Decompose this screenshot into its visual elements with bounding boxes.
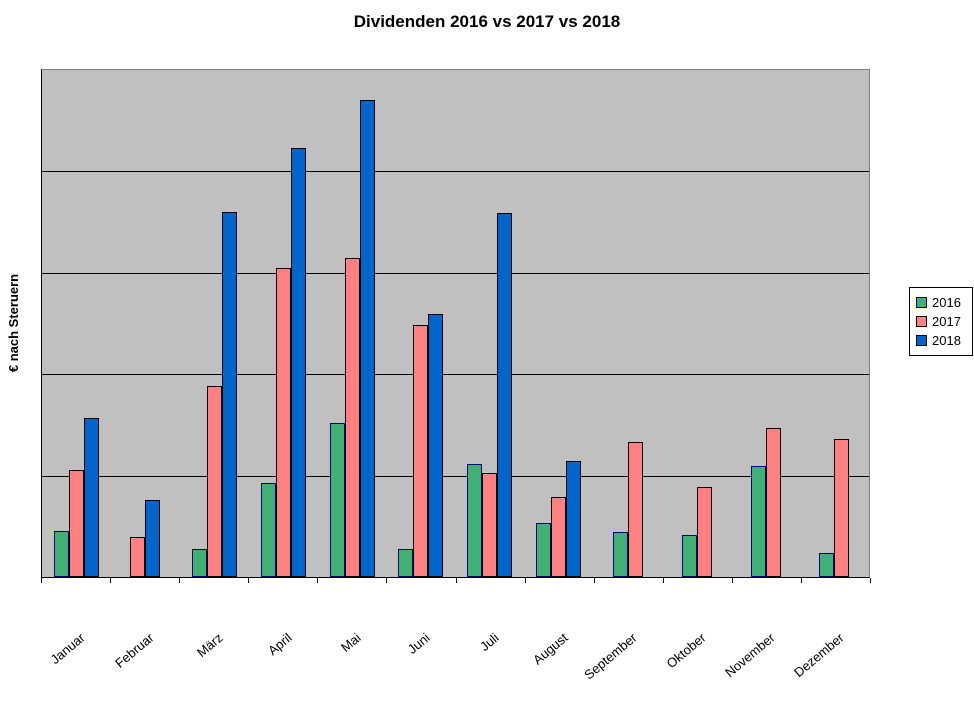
- bar-2018-juli[interactable]: [497, 212, 513, 577]
- x-label-januar: Januar: [48, 630, 89, 668]
- bar-2017-oktober[interactable]: [696, 486, 712, 577]
- x-tick: [593, 578, 595, 583]
- x-label-november: November: [721, 630, 778, 681]
- legend-item-2018[interactable]: 2018: [916, 331, 972, 350]
- x-label-april: April: [265, 630, 295, 659]
- bar-2017-mai[interactable]: [344, 257, 360, 577]
- bar-group-september: [593, 70, 662, 577]
- legend-item-2016[interactable]: 2016: [916, 293, 972, 312]
- bar-2018-januar[interactable]: [83, 417, 99, 577]
- bar-2018-juni[interactable]: [428, 314, 444, 577]
- gridline-100: [42, 475, 869, 477]
- bar-2016-dezember[interactable]: [819, 552, 835, 577]
- bar-group-juli: [455, 70, 524, 577]
- x-label-märz: März: [194, 630, 226, 661]
- x-tick: [110, 578, 112, 583]
- bar-2016-januar[interactable]: [53, 531, 69, 577]
- bar-2016-oktober[interactable]: [681, 535, 697, 577]
- x-tick: [800, 578, 802, 583]
- legend-swatch-2016: [916, 297, 927, 308]
- bar-2018-april[interactable]: [290, 148, 306, 577]
- x-label-mai: Mai: [338, 630, 364, 655]
- legend-label-2017: 2017: [932, 314, 961, 329]
- bar-2016-april[interactable]: [260, 482, 276, 577]
- legend-label-2016: 2016: [932, 295, 961, 310]
- x-tick: [41, 578, 42, 583]
- bar-2017-juni[interactable]: [413, 324, 429, 577]
- legend[interactable]: 2016 2017 2018: [909, 287, 973, 356]
- bar-group-januar: [42, 70, 111, 577]
- bar-2016-september[interactable]: [612, 532, 628, 577]
- x-tick: [317, 578, 319, 583]
- bar-2016-juli[interactable]: [467, 464, 483, 577]
- x-tick: [731, 578, 733, 583]
- x-tick: [455, 578, 457, 583]
- bar-2017-april[interactable]: [275, 267, 291, 577]
- x-tick: [179, 578, 181, 583]
- legend-swatch-2018: [916, 335, 927, 346]
- bar-2017-märz[interactable]: [206, 386, 222, 577]
- bar-2018-mai[interactable]: [359, 100, 375, 577]
- bar-group-juni: [387, 70, 456, 577]
- bar-2016-november[interactable]: [750, 466, 766, 577]
- bar-2016-juni[interactable]: [398, 548, 414, 577]
- legend-swatch-2017: [916, 316, 927, 327]
- x-tick: [662, 578, 664, 583]
- x-tick: [386, 578, 388, 583]
- x-tick: [248, 578, 250, 583]
- gridline-400: [42, 171, 869, 173]
- x-label-august: August: [529, 630, 571, 668]
- bar-2018-februar[interactable]: [145, 499, 161, 577]
- legend-label-2018: 2018: [932, 333, 961, 348]
- bar-group-oktober: [662, 70, 731, 577]
- bar-2016-mai[interactable]: [329, 422, 345, 577]
- x-label-september: September: [581, 630, 640, 683]
- x-axis: [41, 578, 871, 584]
- bar-2017-februar[interactable]: [130, 537, 146, 577]
- bar-2017-juli[interactable]: [482, 472, 498, 577]
- y-axis-title: € nach Steruern: [6, 273, 21, 373]
- bar-group-märz: [180, 70, 249, 577]
- gridline-300: [42, 272, 869, 274]
- chart-title: Dividenden 2016 vs 2017 vs 2018: [353, 12, 621, 31]
- plot-area: [41, 69, 870, 578]
- bar-2017-september[interactable]: [627, 442, 643, 577]
- legend-item-2017[interactable]: 2017: [916, 312, 972, 331]
- bar-2017-januar[interactable]: [68, 469, 84, 577]
- x-label-dezember: Dezember: [790, 630, 847, 681]
- x-tick: [524, 578, 526, 583]
- x-label-juni: Juni: [404, 630, 433, 657]
- x-label-juli: Juli: [477, 630, 502, 655]
- bar-2017-august[interactable]: [551, 496, 567, 577]
- bar-group-november: [731, 70, 800, 577]
- x-tick: [870, 578, 871, 583]
- x-label-februar: Februar: [112, 630, 158, 671]
- bar-group-februar: [111, 70, 180, 577]
- bar-2017-dezember[interactable]: [834, 439, 850, 577]
- bar-group-august: [524, 70, 593, 577]
- bar-2018-august[interactable]: [566, 461, 582, 577]
- bar-2018-märz[interactable]: [221, 211, 237, 577]
- bar-2016-märz[interactable]: [191, 548, 207, 577]
- gridline-200: [42, 374, 869, 376]
- x-label-oktober: Oktober: [663, 630, 709, 672]
- bar-group-mai: [318, 70, 387, 577]
- bar-group-dezember: [800, 70, 869, 577]
- bar-group-april: [249, 70, 318, 577]
- bar-2016-august[interactable]: [536, 523, 552, 577]
- bar-2017-november[interactable]: [765, 427, 781, 577]
